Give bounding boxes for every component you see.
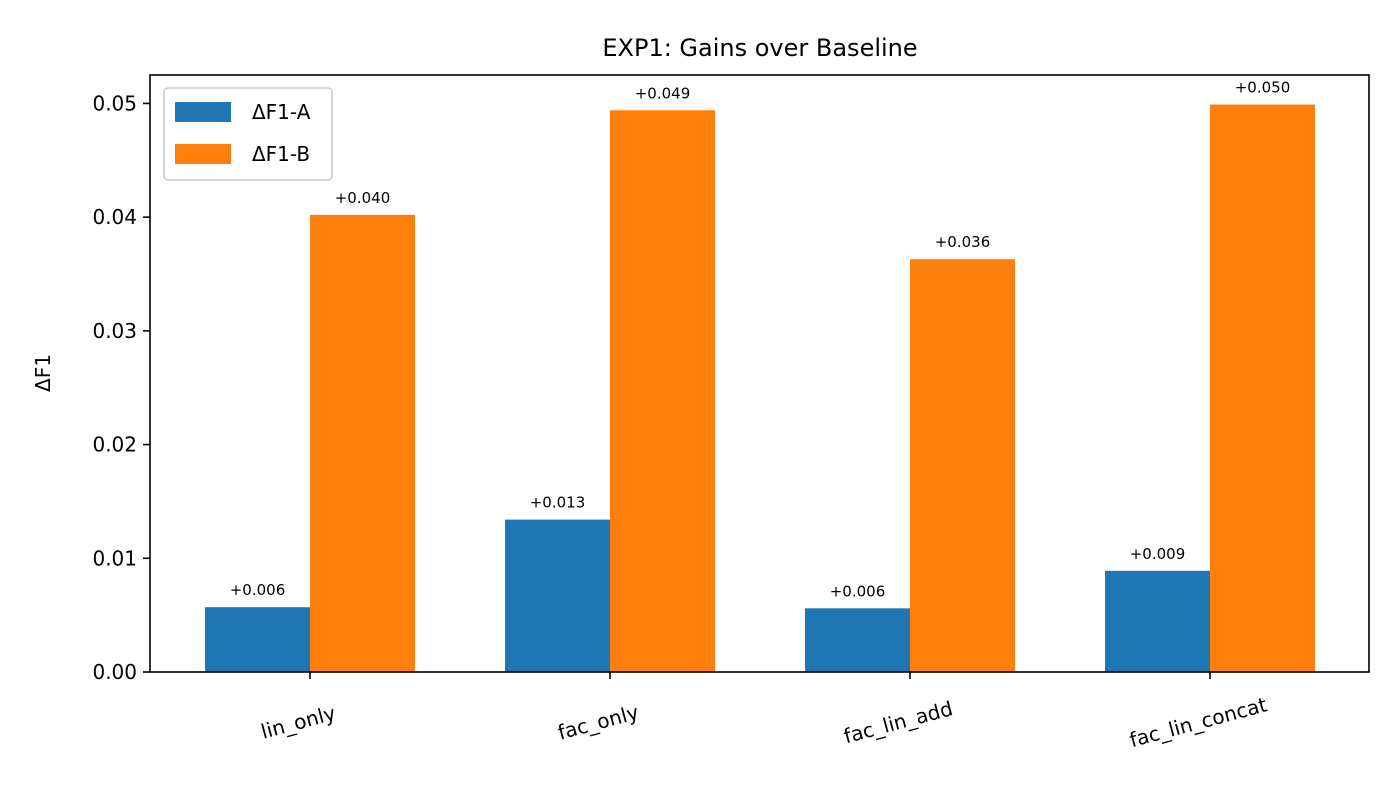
bar-b-fac-lin-concat <box>1210 104 1315 672</box>
data-label: +0.036 <box>935 233 991 251</box>
axes-frame <box>149 74 1370 673</box>
legend-swatch-b <box>175 144 231 164</box>
y-tick-label: 0.01 <box>92 546 137 570</box>
data-label: +0.009 <box>1130 545 1186 563</box>
bar-a-fac-only <box>505 519 610 672</box>
legend-label-b: ΔF1-B <box>252 142 310 166</box>
bar-b-lin-only <box>310 214 415 672</box>
legend-swatch-a <box>175 102 231 122</box>
data-label: +0.013 <box>530 494 586 512</box>
y-tick-label: 0.00 <box>92 660 137 684</box>
bar-b-fac-lin-add <box>910 259 1015 672</box>
data-label: +0.006 <box>230 581 286 599</box>
y-axis-label: ΔF1 <box>31 354 55 392</box>
bar-a-fac-lin-concat <box>1105 570 1210 672</box>
chart-title: EXP1: Gains over Baseline <box>602 34 917 62</box>
data-label: +0.040 <box>335 189 391 207</box>
plot-area: +0.006 +0.013 +0.006 +0.009 +0.040 +0.049 +0.0… <box>92 74 1370 752</box>
bar-b-fac-only <box>610 110 715 673</box>
y-tick-label: 0.03 <box>92 319 137 343</box>
data-label: +0.006 <box>830 582 886 600</box>
y-tick-label: 0.02 <box>92 433 137 457</box>
y-tick-label: 0.04 <box>92 205 137 229</box>
data-label: +0.049 <box>635 84 691 102</box>
data-label: +0.050 <box>1235 79 1291 97</box>
y-tick-label: 0.05 <box>92 91 137 115</box>
bar-a-fac-lin-add <box>805 608 910 672</box>
legend-label-a: ΔF1-A <box>252 100 311 124</box>
bar-a-lin-only <box>205 607 310 672</box>
